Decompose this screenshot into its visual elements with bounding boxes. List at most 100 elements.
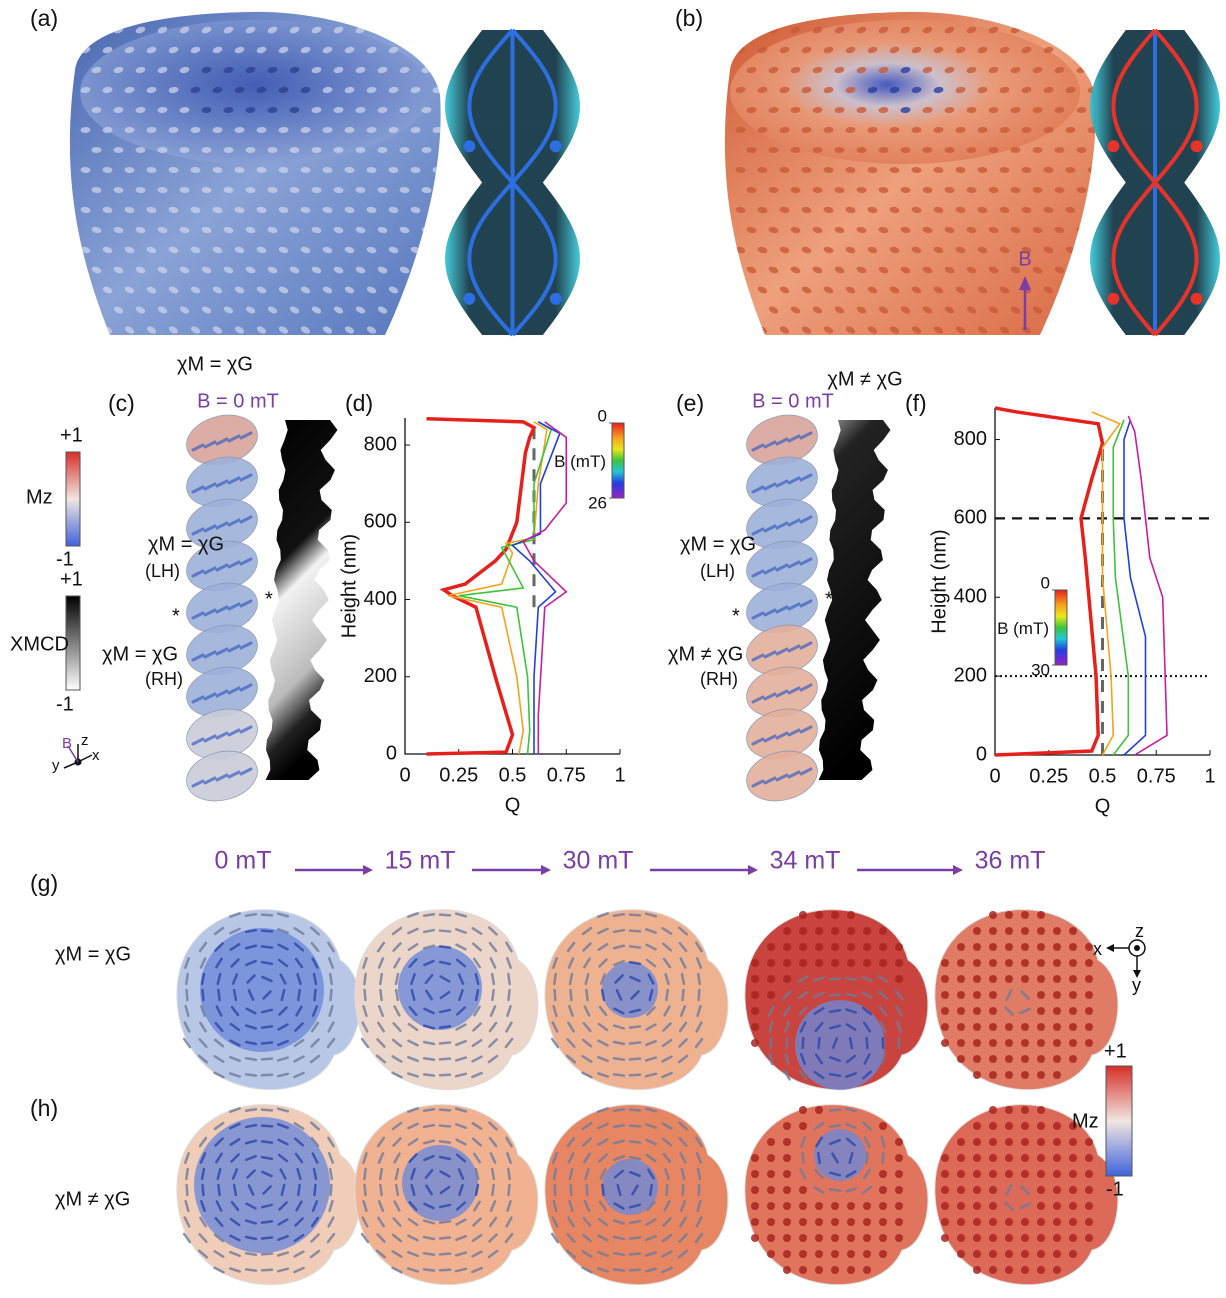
axis-label: x [92, 747, 100, 764]
spin-dot [989, 1007, 997, 1015]
spin-arrow [180, 147, 190, 153]
colorbar-max: +1 [60, 424, 83, 446]
spin-arrow [224, 147, 234, 153]
spin-arrow [443, 186, 454, 193]
spin-arrow [830, 1109, 840, 1110]
spin-arrow [440, 1254, 450, 1255]
spin-dot [1053, 1250, 1061, 1258]
spin-arrow [630, 1254, 640, 1255]
xmcd-image [266, 420, 338, 780]
spin-dot [1053, 959, 1061, 967]
spin-dot [973, 1154, 981, 1162]
spin-dot [815, 927, 823, 935]
field-label: 30 mT [563, 847, 634, 875]
spin-arrow [440, 1075, 450, 1076]
spin-dot [1005, 1122, 1013, 1130]
spin-arrow [667, 1185, 668, 1195]
spin-dot [1069, 1186, 1077, 1194]
spin-dot [879, 1250, 887, 1258]
spin-dot [1021, 1154, 1029, 1162]
spin-dot [989, 1250, 997, 1258]
spin-arrow [440, 1238, 450, 1239]
spin-dot [941, 1039, 949, 1047]
spin-arrow [699, 990, 700, 1000]
spin-dot [1005, 975, 1013, 983]
spin-arrow [380, 974, 382, 984]
spin-arrow [901, 147, 911, 153]
spin-arrow [424, 1253, 434, 1255]
spin-dot [863, 1234, 871, 1242]
axis-label: y [52, 757, 60, 774]
spin-dot [989, 1071, 997, 1079]
spin-arrow [262, 1238, 272, 1239]
spin-dot [751, 1023, 759, 1031]
spin-arrow [440, 1059, 450, 1060]
spin-dot [767, 943, 775, 951]
spin-dot [1005, 1138, 1013, 1146]
data-line [1128, 416, 1167, 755]
spin-arrow [1065, 46, 1076, 55]
spin-arrow [630, 915, 640, 916]
spin-arrow [830, 995, 840, 996]
field-sequence: 0 mT15 mT30 mT34 mT36 mT [215, 847, 1046, 875]
spin-dot [973, 1138, 981, 1146]
strand-node [1191, 293, 1203, 305]
spin-arrow [835, 147, 845, 153]
y-axis-label: Height (nm) [338, 534, 360, 638]
spin-arrow [410, 46, 421, 55]
spin-dot [895, 943, 903, 951]
panel-label: (d) [345, 390, 373, 416]
colorbar-max: +1 [1104, 1040, 1127, 1062]
y-tick-label: 0 [976, 743, 987, 765]
spin-dot [1021, 1122, 1029, 1130]
axis-label: z [1135, 921, 1144, 941]
spin-dot [1085, 1039, 1093, 1047]
spin-arrow [262, 1026, 272, 1027]
spin-dot [989, 1106, 997, 1114]
spin-dot [1021, 911, 1029, 919]
spin-dot [973, 1186, 981, 1194]
spin-arrow [440, 915, 450, 916]
spin-dot [1021, 959, 1029, 967]
spin-arrow [400, 147, 410, 153]
spin-dot [1021, 1023, 1029, 1031]
spin-arrow [80, 325, 92, 335]
spin-dot [767, 991, 775, 999]
marker: * [732, 605, 740, 627]
spin-arrow [830, 979, 840, 980]
spin-dot [957, 1138, 965, 1146]
spin-arrow [630, 946, 640, 947]
spin-dot [879, 1218, 887, 1226]
spin-dot [1069, 1202, 1077, 1210]
spin-arrow [203, 1185, 204, 1195]
x-tick-label: 1 [1204, 765, 1215, 787]
marker: * [825, 588, 833, 610]
spin-dot [957, 975, 965, 983]
spin-dot [751, 1218, 759, 1226]
spin-dot [973, 927, 981, 935]
spin-dot [973, 1202, 981, 1210]
spin-dot [783, 943, 791, 951]
panel-label: (h) [30, 1095, 58, 1121]
spin-dot [1037, 1007, 1045, 1015]
spin-arrow [218, 990, 219, 1000]
handedness: (RH) [700, 669, 738, 689]
spin-dot [1005, 927, 1013, 935]
spin-dot [831, 1266, 839, 1274]
spin-dot [783, 1234, 791, 1242]
spin-arrow [432, 325, 444, 335]
spin-dot [847, 959, 855, 967]
spin-dot [1053, 1186, 1061, 1194]
spin-arrow [830, 1074, 840, 1076]
spin-dot [799, 1218, 807, 1226]
spin-arrow [432, 285, 444, 294]
colorbar-label: B (mT) [997, 619, 1049, 638]
spin-dot [989, 911, 997, 919]
spin-arrow [857, 147, 867, 153]
handedness: (LH) [145, 561, 180, 581]
axis-label: x [1093, 939, 1102, 959]
spin-arrow [683, 1185, 684, 1195]
spin-arrow [388, 325, 400, 335]
figure: (a) χM = χG (b) B χM ≠ χG (c) B = 0 mT +… [0, 0, 1226, 1298]
nanohelix-render [181, 408, 337, 808]
